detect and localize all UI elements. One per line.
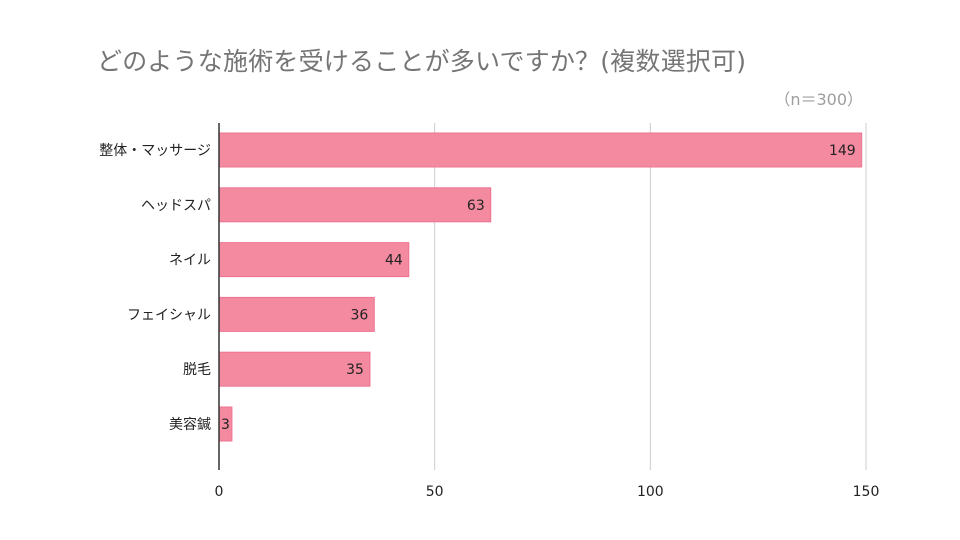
category-label-1: ヘッドスパ — [141, 198, 211, 214]
data-label-5: 3 — [221, 417, 230, 433]
chart-subtitle: （n＝300） — [774, 90, 863, 109]
data-label-2: 44 — [385, 253, 403, 269]
data-label-1: 63 — [467, 198, 485, 214]
bar-2 — [218, 242, 410, 278]
bar-3 — [218, 296, 375, 332]
data-label-3: 36 — [350, 307, 368, 323]
category-label-0: 整体・マッサージ — [99, 143, 211, 159]
data-label-0: 149 — [829, 143, 856, 159]
category-label-2: ネイル — [169, 253, 211, 269]
chart-title: どのような施術を受けることが多いですか？(複数選択可) — [97, 47, 747, 76]
x-tick-label-100: 100 — [637, 484, 664, 500]
x-tick-label-50: 50 — [426, 484, 444, 500]
bar-4 — [218, 351, 371, 387]
data-label-4: 35 — [346, 362, 364, 378]
bar-1 — [218, 187, 492, 223]
bar-0 — [218, 132, 863, 168]
category-label-4: 脱毛 — [183, 362, 211, 378]
x-tick-label-0: 0 — [215, 484, 224, 500]
category-label-3: フェイシャル — [127, 307, 211, 323]
x-tick-label-150: 150 — [853, 484, 880, 500]
category-label-5: 美容鍼 — [169, 416, 211, 433]
